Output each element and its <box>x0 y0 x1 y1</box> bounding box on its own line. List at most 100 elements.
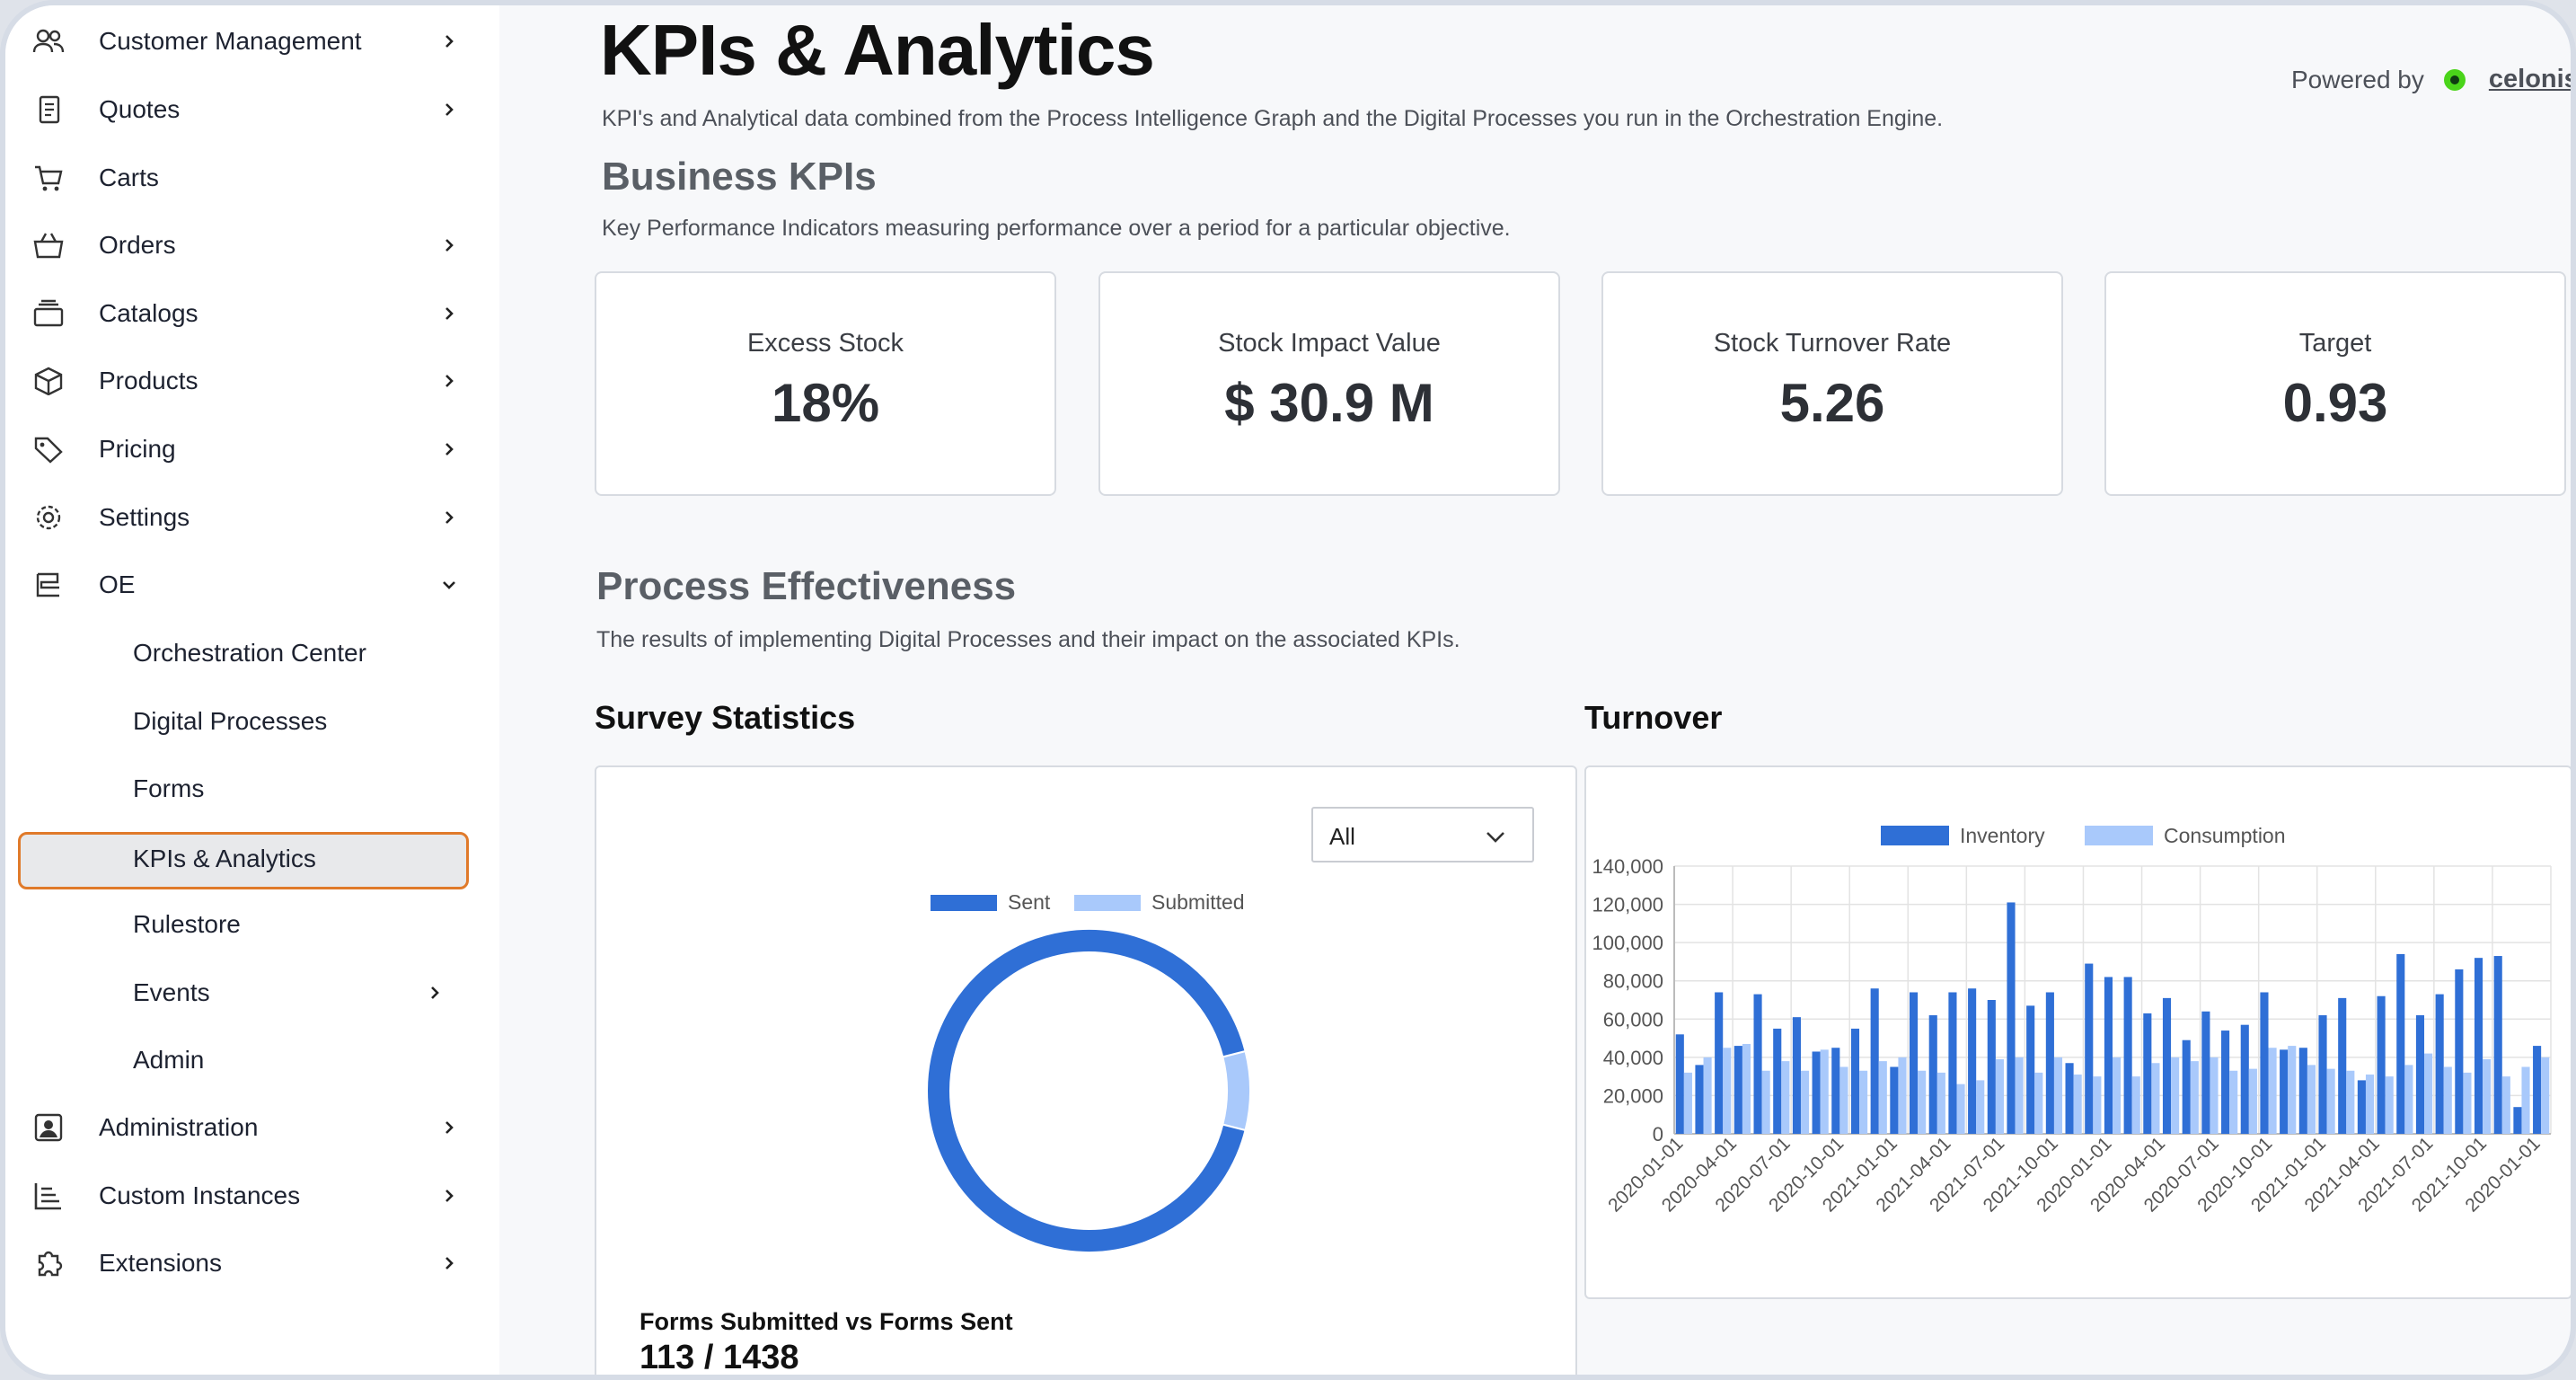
bar-consumption <box>2385 1076 2394 1134</box>
bar-consumption <box>2424 1053 2433 1134</box>
bar-consumption <box>1761 1070 1770 1134</box>
sidebar-subitem-label: Forms <box>133 774 205 802</box>
sidebar-subitem-label: Rulestore <box>133 910 241 938</box>
bar-consumption <box>2501 1076 2510 1134</box>
sidebar-item-catalogs[interactable]: Catalogs <box>5 279 499 348</box>
sidebar-item-label: Settings <box>99 503 190 531</box>
sidebar-item-oe[interactable]: OE <box>5 551 499 619</box>
sidebar-subitem-rulestore[interactable]: Rulestore <box>5 890 499 959</box>
bar-inventory <box>2377 995 2386 1134</box>
bar-consumption <box>2131 1076 2140 1134</box>
sidebar-subitem-label: Admin <box>133 1046 205 1074</box>
celonis-link[interactable]: celonis <box>2488 65 2576 93</box>
bar-consumption <box>2073 1075 2082 1134</box>
sidebar-subitem-admin[interactable]: Admin <box>5 1026 499 1094</box>
admin-icon <box>34 1113 63 1142</box>
bar-consumption <box>2171 1057 2180 1134</box>
bar-inventory <box>1850 1028 1860 1134</box>
bar-consumption <box>1878 1061 1887 1134</box>
legend-label-inventory: Inventory <box>1960 824 2045 847</box>
y-tick-label: 0 <box>1653 1123 1663 1146</box>
bar-inventory <box>2396 953 2405 1134</box>
business-kpis-title: Business KPIs <box>602 155 877 199</box>
bar-consumption <box>2307 1065 2316 1134</box>
chevron-right-icon <box>446 103 454 116</box>
kpi-card-excess-stock: Excess Stock 18% <box>595 271 1056 496</box>
orchestration-icon <box>36 572 59 597</box>
bar-consumption <box>1683 1072 1692 1134</box>
sidebar-item-carts[interactable]: Carts <box>5 144 499 212</box>
bar-inventory <box>1734 1046 1742 1134</box>
bar-consumption <box>2190 1061 2199 1134</box>
legend-label-sent: Sent <box>1008 890 1051 914</box>
sidebar-subitem-kpis-analytics[interactable]: KPIs & Analytics <box>5 823 499 891</box>
bar-inventory <box>2045 992 2054 1134</box>
bar-consumption <box>2015 1057 2024 1134</box>
bar-inventory <box>2182 1039 2191 1134</box>
bar-consumption <box>1976 1080 1985 1134</box>
bar-inventory <box>1968 988 1977 1134</box>
bar-inventory <box>2338 997 2347 1134</box>
sidebar-item-label: Orders <box>99 231 176 259</box>
bar-consumption <box>2483 1058 2492 1134</box>
sidebar-subitem-orchestration-center[interactable]: Orchestration Center <box>5 619 499 687</box>
bar-consumption <box>2288 1046 2297 1134</box>
bar-consumption <box>2268 1048 2277 1134</box>
bar-inventory <box>2298 1048 2307 1134</box>
page-title: KPIs & Analytics <box>600 10 1155 90</box>
kpi-card-stock-turnover-rate: Stock Turnover Rate 5.26 <box>1601 271 2063 496</box>
turnover-bar-chart: Inventory Consumption 0 20,000 40,000 60,000 8… <box>1592 824 2552 1216</box>
bar-inventory <box>2513 1107 2522 1134</box>
kpi-label: Target <box>2298 329 2372 358</box>
main-content: KPIs & Analytics KPI's and Analytical da… <box>499 5 2576 1375</box>
legend-swatch-consumption <box>2085 826 2153 845</box>
kpi-value: 5.26 <box>1779 373 1885 433</box>
hierarchy-icon <box>34 1183 61 1210</box>
sidebar-item-settings[interactable]: Settings <box>5 483 499 552</box>
sidebar-item-products[interactable]: Products <box>5 347 499 415</box>
sidebar-item-custom-instances[interactable]: Custom Instances <box>5 1162 499 1230</box>
sidebar-item-quotes[interactable]: Quotes <box>5 75 499 144</box>
sidebar-subitem-events[interactable]: Events <box>5 959 499 1027</box>
sidebar-subitem-digital-processes[interactable]: Digital Processes <box>5 687 499 756</box>
bar-consumption <box>2053 1057 2063 1134</box>
sidebar-item-label: Administration <box>99 1113 259 1141</box>
chevron-right-icon <box>446 1121 454 1134</box>
bar-consumption <box>2443 1066 2452 1134</box>
kpi-label: Stock Turnover Rate <box>1713 329 1952 358</box>
gear-icon <box>36 505 61 530</box>
bar-inventory <box>1948 992 1957 1134</box>
sidebar-item-pricing[interactable]: Pricing <box>5 415 499 483</box>
sidebar-item-administration[interactable]: Administration <box>5 1093 499 1162</box>
sidebar-item-orders[interactable]: Orders <box>5 211 499 279</box>
bar-consumption <box>2326 1068 2335 1134</box>
legend-swatch-inventory <box>1881 826 1949 845</box>
bar-inventory <box>1812 1051 1821 1134</box>
bar-inventory <box>1831 1048 1840 1134</box>
chevron-right-icon <box>446 443 454 456</box>
kpi-label: Excess Stock <box>746 329 904 358</box>
powered-by-label: Powered by <box>2291 65 2424 93</box>
sidebar-item-extensions[interactable]: Extensions <box>5 1229 499 1297</box>
business-kpis-description: Key Performance Indicators measuring per… <box>602 216 1511 241</box>
bar-inventory <box>2104 977 2113 1134</box>
bar-inventory <box>2123 977 2132 1134</box>
bar-inventory <box>1890 1066 1899 1134</box>
users-icon <box>32 29 65 53</box>
turnover-title: Turnover <box>1584 699 1723 736</box>
sidebar-subitem-forms[interactable]: Forms <box>5 755 499 823</box>
sidebar-item-customer-management[interactable]: Customer Management <box>5 7 499 75</box>
bar-consumption <box>2210 1057 2219 1134</box>
y-tick-label: 120,000 <box>1592 894 1663 916</box>
sidebar-subitem-label: KPIs & Analytics <box>133 845 316 872</box>
bar-consumption <box>1742 1043 1751 1134</box>
survey-filter-select[interactable]: All <box>1311 807 1534 862</box>
bar-inventory <box>2221 1031 2230 1134</box>
chevron-right-icon <box>446 1257 454 1269</box>
sidebar-subitem-label: Digital Processes <box>133 707 328 735</box>
bar-inventory <box>2085 963 2094 1134</box>
document-icon <box>39 95 60 124</box>
bar-consumption <box>2541 1057 2550 1134</box>
bar-consumption <box>2151 1063 2160 1134</box>
bar-inventory <box>1753 994 1762 1134</box>
